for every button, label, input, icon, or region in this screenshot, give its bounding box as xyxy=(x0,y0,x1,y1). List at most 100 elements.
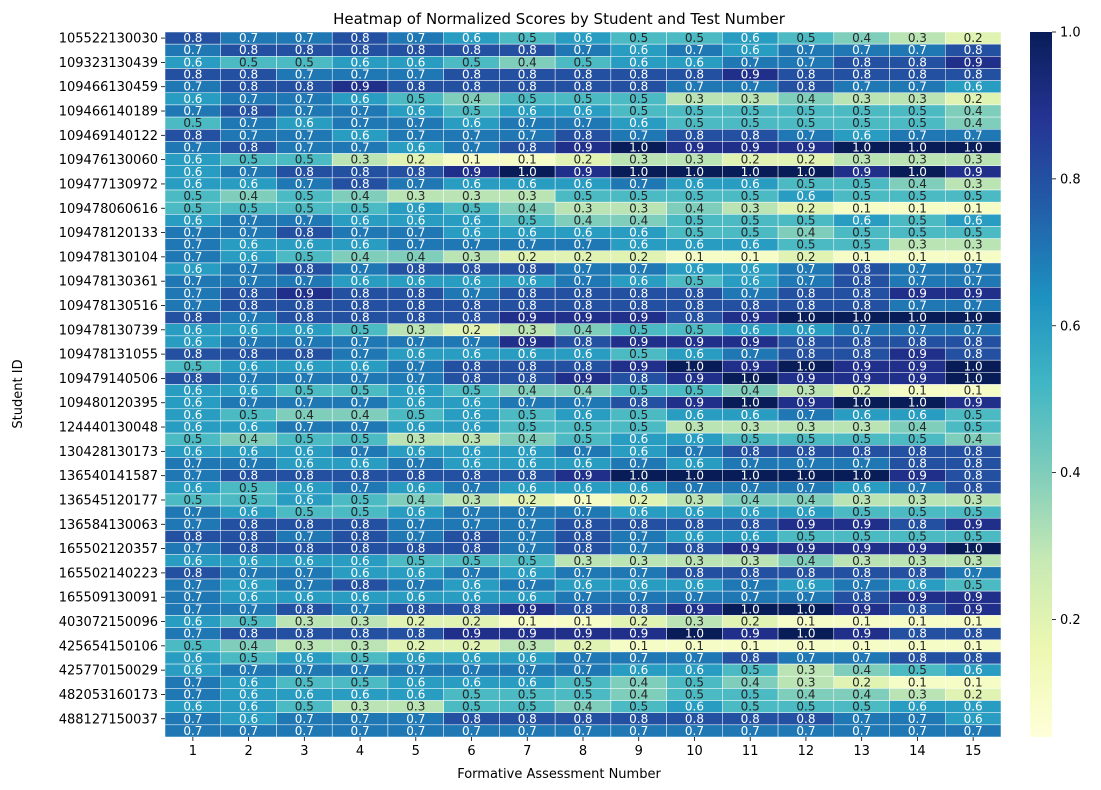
cell-value-label: 0.6 xyxy=(462,457,481,471)
cell-value-label: 0.5 xyxy=(351,675,370,689)
cell-value-label: 0.5 xyxy=(685,189,704,203)
y-tick-label: 136545120177 xyxy=(59,493,158,508)
cell-value-label: 0.8 xyxy=(685,286,704,300)
colorbar-tick-label: 0.6 xyxy=(1060,319,1081,334)
cell-value-label: 0.6 xyxy=(964,700,983,714)
cell-value-label: 0.7 xyxy=(183,238,202,252)
cell-value-label: 0.7 xyxy=(295,68,314,82)
cell-value-label: 0.7 xyxy=(741,590,760,604)
cell-value-label: 0.5 xyxy=(183,432,202,446)
cell-value-label: 0.8 xyxy=(295,262,314,276)
cell-value-label: 0.4 xyxy=(629,213,648,227)
cell-value-label: 1.0 xyxy=(908,311,927,325)
cell-value-label: 0.3 xyxy=(908,554,927,568)
cell-value-label: 0.7 xyxy=(406,578,425,592)
cell-value-label: 0.6 xyxy=(183,700,202,714)
cell-value-label: 0.6 xyxy=(351,128,370,142)
colorbar xyxy=(1030,32,1052,737)
cell-value-label: 0.5 xyxy=(462,700,481,714)
cell-value-label: 0.2 xyxy=(964,92,983,106)
cell-value-label: 0.7 xyxy=(573,505,592,519)
cell-value-label: 0.3 xyxy=(518,639,537,653)
cell-value-label: 0.4 xyxy=(239,189,258,203)
cell-value-label: 0.7 xyxy=(796,43,815,57)
cell-value-label: 0.6 xyxy=(518,566,537,580)
cell-value-label: 0.5 xyxy=(351,493,370,507)
cell-value-label: 0.7 xyxy=(741,724,760,738)
cell-value-label: 0.6 xyxy=(183,663,202,677)
cell-value-label: 0.3 xyxy=(908,493,927,507)
cell-value-label: 0.3 xyxy=(406,189,425,203)
cell-value-label: 0.6 xyxy=(183,55,202,69)
y-tick-label: 109466140189 xyxy=(59,105,158,120)
cell-value-label: 0.1 xyxy=(964,201,983,215)
cell-value-label: 0.7 xyxy=(908,274,927,288)
cell-value-label: 0.3 xyxy=(406,323,425,337)
cell-value-label: 0.2 xyxy=(629,615,648,629)
cell-value-label: 0.6 xyxy=(295,238,314,252)
cell-value-label: 0.8 xyxy=(518,469,537,483)
cell-value-label: 1.0 xyxy=(796,602,815,616)
cell-value-label: 0.3 xyxy=(741,420,760,434)
cell-value-label: 0.5 xyxy=(908,663,927,677)
cell-value-label: 0.9 xyxy=(685,371,704,385)
cell-value-label: 0.5 xyxy=(852,177,871,191)
cell-value-label: 0.5 xyxy=(295,189,314,203)
cell-value-label: 1.0 xyxy=(964,542,983,556)
cell-value-label: 0.7 xyxy=(295,529,314,543)
cell-value-label: 0.6 xyxy=(462,116,481,130)
cell-value-label: 0.3 xyxy=(908,238,927,252)
cell-value-label: 0.5 xyxy=(796,529,815,543)
cell-value-label: 0.1 xyxy=(964,639,983,653)
cell-value-label: 0.7 xyxy=(964,323,983,337)
cell-value-label: 0.6 xyxy=(183,335,202,349)
cell-value-label: 0.5 xyxy=(852,700,871,714)
cell-value-label: 0.8 xyxy=(573,712,592,726)
cell-value-label: 0.5 xyxy=(518,687,537,701)
cell-value-label: 0.5 xyxy=(462,201,481,215)
cell-value-label: 0.6 xyxy=(629,274,648,288)
cell-value-label: 0.8 xyxy=(518,140,537,154)
cell-value-label: 0.5 xyxy=(295,250,314,264)
cell-value-label: 0.7 xyxy=(351,712,370,726)
cell-value-label: 0.7 xyxy=(964,298,983,312)
cell-value-label: 0.5 xyxy=(685,274,704,288)
cell-value-label: 0.6 xyxy=(518,226,537,240)
cell-value-label: 0.8 xyxy=(239,529,258,543)
cell-value-label: 0.8 xyxy=(796,286,815,300)
cell-value-label: 0.5 xyxy=(741,226,760,240)
cell-value-label: 0.6 xyxy=(518,177,537,191)
cell-value-label: 0.4 xyxy=(964,432,983,446)
cell-value-label: 0.3 xyxy=(796,663,815,677)
cell-value-label: 0.8 xyxy=(741,566,760,580)
cell-value-label: 0.7 xyxy=(685,651,704,665)
x-tick-label: 6 xyxy=(467,744,475,759)
cell-value-label: 0.6 xyxy=(351,274,370,288)
cell-value-label: 0.6 xyxy=(183,262,202,276)
cell-value-label: 0.8 xyxy=(685,311,704,325)
cell-value-label: 0.1 xyxy=(573,615,592,629)
cell-value-label: 0.8 xyxy=(685,542,704,556)
cell-value-label: 0.5 xyxy=(295,675,314,689)
cell-value-label: 0.6 xyxy=(183,213,202,227)
cell-value-label: 0.7 xyxy=(629,724,648,738)
cell-value-label: 0.8 xyxy=(908,566,927,580)
cell-value-label: 0.9 xyxy=(852,371,871,385)
cell-value-label: 0.6 xyxy=(796,578,815,592)
cell-value-label: 0.7 xyxy=(351,104,370,118)
cell-value-label: 0.5 xyxy=(964,420,983,434)
cell-value-label: 0.3 xyxy=(629,554,648,568)
cell-value-label: 0.7 xyxy=(796,651,815,665)
cell-value-label: 0.6 xyxy=(406,347,425,361)
colorbar-ticks: 0.2 0.4 0.6 0.8 1.0 xyxy=(1052,26,1081,628)
cell-value-label: 0.8 xyxy=(239,298,258,312)
cell-value-label: 0.6 xyxy=(406,444,425,458)
cell-value-label: 0.8 xyxy=(462,542,481,556)
cell-value-label: 0.6 xyxy=(406,566,425,580)
cell-value-label: 0.7 xyxy=(239,31,258,45)
cell-value-label: 0.6 xyxy=(462,420,481,434)
cell-value-label: 1.0 xyxy=(741,469,760,483)
cell-value-label: 0.3 xyxy=(852,493,871,507)
cell-value-label: 0.4 xyxy=(796,493,815,507)
cell-value-label: 0.9 xyxy=(964,602,983,616)
